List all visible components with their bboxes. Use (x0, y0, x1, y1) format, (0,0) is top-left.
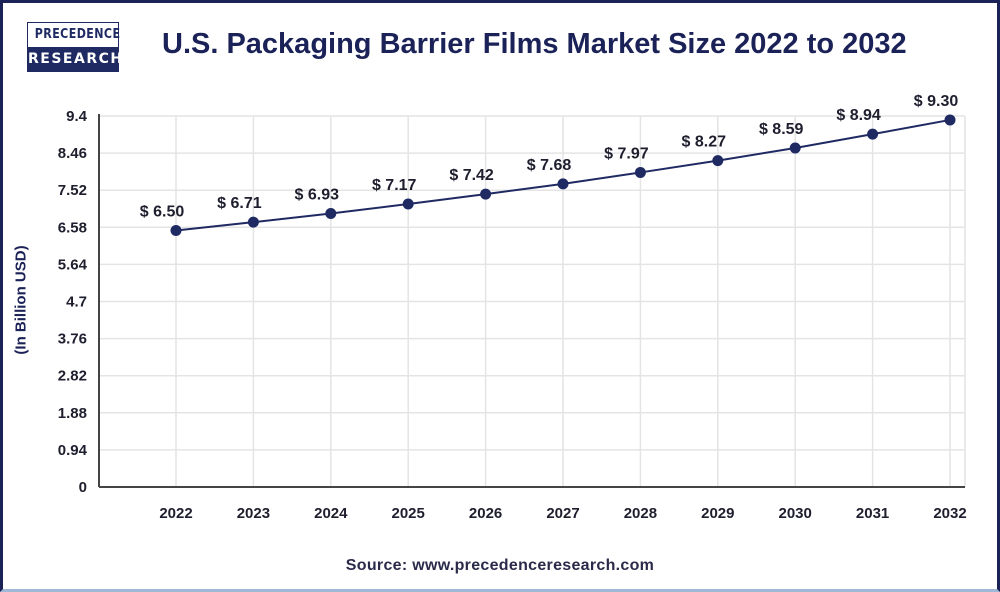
data-point (867, 128, 879, 140)
x-tick-label: 2030 (779, 505, 812, 522)
y-tick-label: 7.52 (58, 182, 87, 199)
x-tick-label: 2025 (392, 505, 425, 522)
data-point (634, 166, 646, 178)
y-tick-label: 5.64 (58, 256, 88, 273)
x-tick-label: 2028 (624, 505, 657, 522)
x-tick-label: 2027 (546, 505, 579, 522)
data-label: $ 6.71 (217, 195, 262, 212)
brand-logo: PRECEDENCE RESEARCH (27, 22, 122, 72)
data-point (402, 198, 414, 210)
data-label: $ 7.17 (372, 177, 417, 194)
y-tick-label: 2.82 (58, 368, 87, 385)
x-tick-label: 2022 (159, 505, 192, 522)
data-label: $ 6.93 (295, 186, 340, 203)
data-point (944, 114, 956, 126)
grid-lines (99, 115, 966, 487)
data-point (480, 188, 492, 200)
y-tick-label: 8.46 (58, 145, 87, 162)
x-tick-labels: 2022 2023 2024 2025 2026 2027 2028 2029 2030 2031… (159, 505, 966, 522)
logo-line-2: RESEARCH (28, 47, 122, 72)
y-tick-labels: 0 0.94 1.88 2.82 3.76 4.7 5.64 6.58 7.52 8.46 9.4 (58, 108, 88, 496)
data-labels: $ 6.50 $ 6.71 $ 6.93 $ 7.17 $ 7.42 $ 7.68 $ 7.… (140, 93, 959, 221)
y-tick-label: 0.94 (58, 442, 88, 459)
y-tick-label: 3.76 (58, 331, 87, 348)
data-label: $ 7.97 (604, 145, 649, 162)
axes (98, 114, 965, 488)
x-tick-label: 2029 (701, 505, 734, 522)
data-markers (170, 114, 956, 236)
y-tick-label: 4.7 (66, 294, 87, 311)
data-label: $ 8.59 (759, 121, 804, 138)
source-note: Source: www.precedenceresearch.com (345, 557, 655, 574)
logo-line-1: PRECEDENCE (34, 27, 121, 42)
data-label: $ 8.27 (682, 134, 727, 151)
data-label: $ 6.50 (140, 203, 185, 220)
data-point (247, 216, 259, 228)
x-tick-label: 2024 (314, 505, 348, 522)
data-point (557, 178, 569, 190)
x-tick-label: 2026 (469, 505, 502, 522)
data-point (170, 224, 182, 236)
data-point (325, 207, 337, 219)
y-tick-label: 0 (79, 479, 87, 496)
y-tick-label: 6.58 (58, 219, 87, 236)
y-tick-label: 1.88 (58, 405, 87, 422)
chart-title: U.S. Packaging Barrier Films Market Size… (162, 28, 907, 60)
data-label: $ 7.68 (527, 157, 572, 174)
data-label: $ 7.42 (449, 167, 494, 184)
y-tick-label: 9.4 (66, 108, 88, 125)
data-label: $ 8.94 (836, 107, 881, 124)
x-tick-label: 2032 (933, 505, 966, 522)
x-tick-label: 2031 (856, 505, 889, 522)
data-point (712, 155, 724, 167)
data-point (789, 142, 801, 154)
x-tick-label: 2023 (237, 505, 270, 522)
data-label: $ 9.30 (914, 93, 959, 110)
